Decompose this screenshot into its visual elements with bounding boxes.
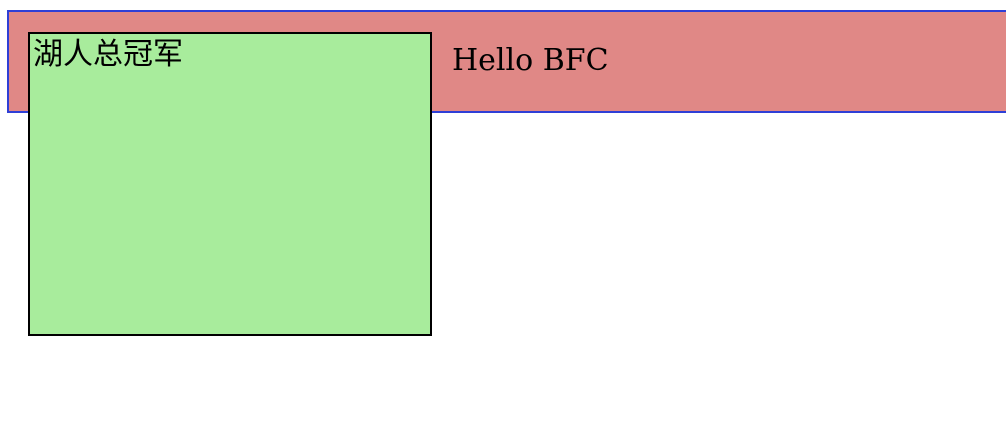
floated-box: 湖人总冠军 [28, 32, 432, 336]
bfc-label: Hello BFC [452, 43, 609, 78]
floated-box-text: 湖人总冠军 [33, 37, 183, 72]
